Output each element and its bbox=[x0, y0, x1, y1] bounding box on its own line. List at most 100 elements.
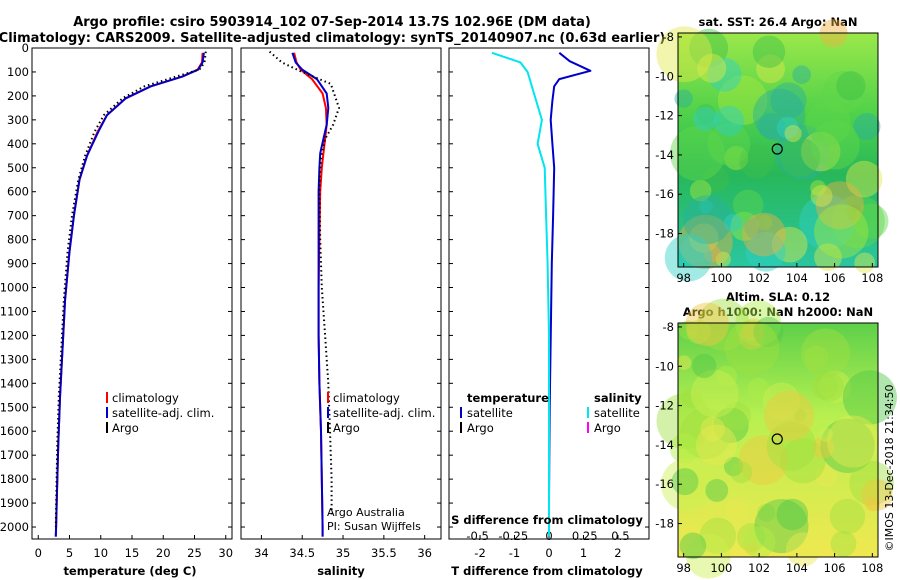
map-color-patch bbox=[810, 120, 860, 170]
map-color-patch bbox=[775, 124, 830, 180]
map-color-patch bbox=[717, 75, 768, 125]
map-color-patch bbox=[812, 436, 835, 459]
map-color-patch bbox=[819, 370, 852, 403]
map-color-patch bbox=[730, 461, 753, 484]
map-color-patch bbox=[656, 393, 713, 449]
map-color-patch bbox=[723, 456, 744, 477]
top-x-tick-label: 0.25 bbox=[572, 529, 598, 543]
map-color-patch bbox=[861, 479, 893, 511]
map-color-patch bbox=[846, 204, 863, 221]
series-line-t-satellite bbox=[548, 52, 592, 537]
legend-argo: Argo bbox=[333, 421, 360, 435]
map-color-patch bbox=[758, 113, 785, 140]
depth-tick-label: 0 bbox=[22, 41, 29, 55]
map-x-tick-label: 104 bbox=[786, 271, 808, 285]
depth-tick-label: 500 bbox=[7, 161, 29, 175]
map-color-patch bbox=[699, 517, 737, 554]
map-color-patch bbox=[693, 106, 718, 132]
map-y-tick-label: -10 bbox=[655, 69, 674, 83]
map-color-patch bbox=[725, 497, 749, 521]
map-color-patch bbox=[752, 88, 806, 142]
series-line-s-satellite bbox=[491, 51, 550, 537]
map-x-tick-label: 102 bbox=[748, 561, 770, 575]
map-color-patch bbox=[705, 478, 729, 502]
difference-panel: -2 -1 0 1 2 -0.5 -0.25 0 0.25 0.5 T difference f… bbox=[448, 47, 650, 578]
map-x-tick-label: 108 bbox=[861, 561, 883, 575]
map-color-patch bbox=[799, 194, 855, 250]
difference-legend: temperature satellite Argo salinity sate… bbox=[460, 391, 642, 435]
map-color-patch bbox=[756, 214, 773, 231]
map-color-patch bbox=[815, 181, 864, 230]
map-color-patch bbox=[700, 416, 725, 442]
legend-salinity-title: salinity bbox=[594, 391, 642, 405]
map-color-patch bbox=[804, 345, 829, 370]
map-y-tick-label: -14 bbox=[655, 438, 674, 452]
difference-xlabel: T difference from climatology bbox=[451, 564, 643, 578]
legend-swatch-satellite bbox=[327, 407, 329, 418]
sla-map-title-line1: Altim. SLA: 0.12 bbox=[726, 290, 830, 304]
legend-swatch-t-argo bbox=[460, 422, 462, 433]
legend-swatch-climatology bbox=[327, 392, 329, 403]
map-color-patch bbox=[724, 320, 780, 376]
map-color-patch bbox=[664, 234, 713, 282]
map-color-patch bbox=[691, 353, 717, 379]
legend-swatch-satellite bbox=[106, 407, 108, 418]
map-y-tick-label: -16 bbox=[655, 477, 674, 491]
depth-tick-label: 1200 bbox=[0, 328, 29, 342]
series-line-climatology bbox=[54, 52, 204, 537]
map-color-patch bbox=[754, 499, 809, 554]
x-tick-label: 0 bbox=[35, 546, 42, 560]
salinity-xlabel: salinity bbox=[317, 564, 365, 578]
legend-swatch-t-satellite bbox=[460, 407, 462, 418]
legend-temperature-title: temperature bbox=[467, 391, 549, 405]
map-color-patch bbox=[674, 89, 693, 108]
map-color-patch bbox=[683, 195, 732, 245]
map-color-patch bbox=[745, 231, 786, 272]
legend-t-satellite: satellite bbox=[467, 406, 513, 420]
top-x-tick-label: -0.5 bbox=[466, 529, 488, 543]
x-tick-label: 36 bbox=[417, 546, 432, 560]
map-color-patch bbox=[686, 319, 711, 344]
sst-map-background bbox=[678, 33, 878, 267]
depth-tick-label: 1400 bbox=[0, 376, 29, 390]
map-color-patch bbox=[830, 530, 857, 557]
map-x-tick-label: 104 bbox=[786, 561, 808, 575]
map-color-patch bbox=[800, 131, 841, 172]
map-color-patch bbox=[680, 407, 732, 459]
x-tick-label: -1 bbox=[509, 546, 520, 560]
map-color-patch bbox=[792, 65, 811, 85]
map-color-patch bbox=[685, 302, 729, 347]
difference-top-xlabel: S difference from climatology bbox=[451, 513, 643, 527]
legend-s-satellite: satellite bbox=[594, 406, 640, 420]
top-x-tick-label: -0.25 bbox=[498, 529, 528, 543]
map-color-patch bbox=[743, 526, 776, 559]
map-color-patch bbox=[752, 35, 786, 69]
map-color-patch bbox=[820, 418, 875, 473]
map-color-patch bbox=[762, 382, 801, 420]
depth-tick-label: 600 bbox=[7, 185, 29, 199]
map-color-patch bbox=[689, 179, 712, 202]
map-color-patch bbox=[744, 541, 759, 556]
map-y-tick-label: -8 bbox=[663, 320, 674, 334]
map-color-patch bbox=[656, 26, 713, 83]
salinity-panel: 34 34.5 35 35.5 36 salinity climatology sate… bbox=[240, 47, 442, 578]
map-color-patch bbox=[784, 124, 802, 143]
map-x-tick-label: 98 bbox=[676, 271, 691, 285]
x-tick-label: 10 bbox=[93, 546, 108, 560]
map-color-patch bbox=[739, 144, 774, 179]
depth-tick-label: 700 bbox=[7, 209, 29, 223]
map-color-patch bbox=[842, 370, 897, 425]
map-color-patch bbox=[829, 498, 866, 535]
map-color-patch bbox=[713, 407, 749, 443]
map-color-patch bbox=[753, 316, 784, 348]
sst-float-location-marker bbox=[771, 143, 783, 155]
map-color-patch bbox=[853, 112, 881, 141]
legend-argo: Argo bbox=[112, 421, 139, 435]
temperature-xlabel: temperature (deg C) bbox=[63, 564, 196, 578]
imos-watermark: ©IMOS 13-Dec-2018 21:34:50 bbox=[883, 385, 896, 552]
map-y-tick-label: -18 bbox=[655, 517, 674, 531]
legend-satellite: satellite-adj. clim. bbox=[333, 406, 435, 420]
sla-map-title-line2: Argo h1000: NaN h2000: NaN bbox=[683, 305, 873, 319]
map-color-patch bbox=[780, 137, 821, 178]
x-tick-label: 35.5 bbox=[371, 546, 397, 560]
